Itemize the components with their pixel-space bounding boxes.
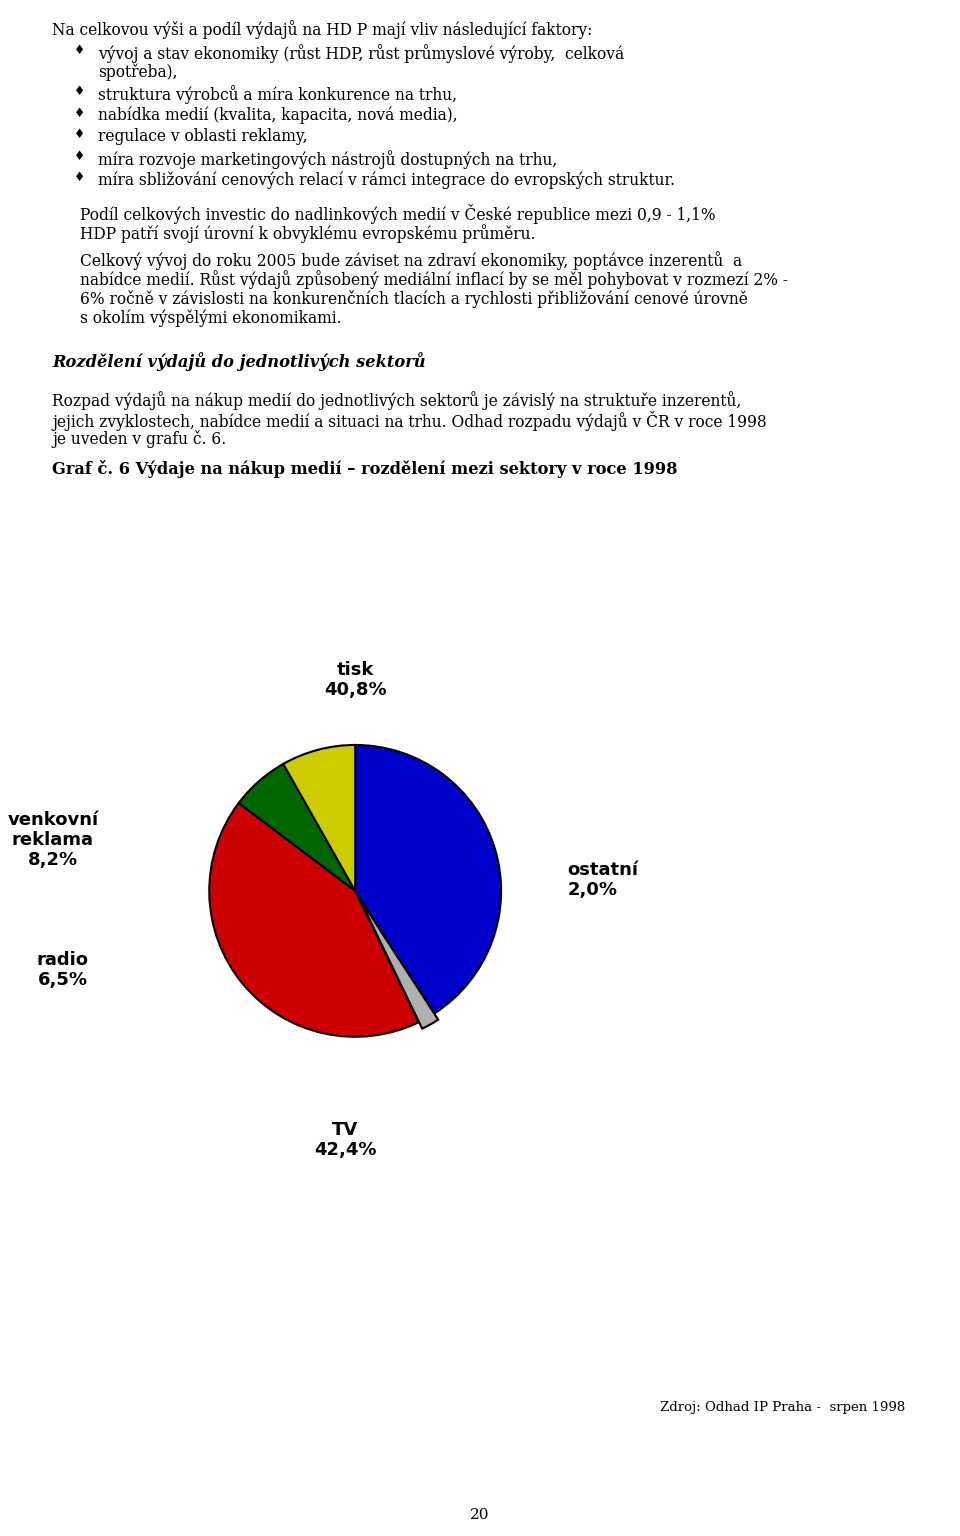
Text: vývoj a stav ekonomiky (růst HDP, růst průmyslové výroby,  celková: vývoj a stav ekonomiky (růst HDP, růst p… xyxy=(98,45,624,63)
Wedge shape xyxy=(359,897,438,1029)
Text: Zdroj: Odhad IP Praha -  srpen 1998: Zdroj: Odhad IP Praha - srpen 1998 xyxy=(660,1401,905,1415)
Text: Podíl celkových investic do nadlinkových medií v České republice mezi 0,9 - 1,1%: Podíl celkových investic do nadlinkových… xyxy=(80,204,715,224)
Text: 42,4%: 42,4% xyxy=(314,1141,376,1160)
Text: je uveden v grafu č. 6.: je uveden v grafu č. 6. xyxy=(52,430,227,449)
Text: ♦: ♦ xyxy=(74,45,85,57)
Text: venkovní: venkovní xyxy=(8,811,98,829)
Wedge shape xyxy=(239,763,355,891)
Text: Celkový vývoj do roku 2005 bude záviset na zdraví ekonomiky, poptávce inzerentů : Celkový vývoj do roku 2005 bude záviset … xyxy=(80,250,742,270)
Wedge shape xyxy=(355,745,501,1014)
Text: ♦: ♦ xyxy=(74,149,85,163)
Text: TV: TV xyxy=(332,1121,358,1138)
Text: míra sbližování cenových relací v rámci integrace do evropských struktur.: míra sbližování cenových relací v rámci … xyxy=(98,170,675,189)
Text: 6,5%: 6,5% xyxy=(37,971,87,989)
Text: ostatní: ostatní xyxy=(567,860,638,879)
Wedge shape xyxy=(283,745,355,891)
Text: jejich zvyklostech, nabídce medií a situaci na trhu. Odhad rozpadu výdajů v ČR v: jejich zvyklostech, nabídce medií a situ… xyxy=(52,412,767,432)
Wedge shape xyxy=(209,803,419,1037)
Text: s okolím výspělými ekonomikami.: s okolím výspělými ekonomikami. xyxy=(80,310,342,327)
Text: nabídce medií. Růst výdajů způsobený mediální inflací by se měl pohybovat v rozm: nabídce medií. Růst výdajů způsobený med… xyxy=(80,270,788,289)
Text: radio: radio xyxy=(36,951,88,969)
Text: Graf č. 6 Výdaje na nákup medií – rozdělení mezi sektory v roce 1998: Graf č. 6 Výdaje na nákup medií – rozděl… xyxy=(52,459,678,478)
Text: reklama: reklama xyxy=(12,831,94,849)
Text: Rozpad výdajů na nákup medií do jednotlivých sektorů je závislý na struktuře inz: Rozpad výdajů na nákup medií do jednotli… xyxy=(52,392,741,410)
Text: ♦: ♦ xyxy=(74,170,85,184)
Text: 2,0%: 2,0% xyxy=(567,880,617,899)
Text: HDP patří svojí úrovní k obvyklému evropskému průměru.: HDP patří svojí úrovní k obvyklému evrop… xyxy=(80,224,536,243)
Text: 6% ročně v závislosti na konkurenčních tlacích a rychlosti přibližování cenové ú: 6% ročně v závislosti na konkurenčních t… xyxy=(80,290,748,309)
Text: struktura výrobců a míra konkurence na trhu,: struktura výrobců a míra konkurence na t… xyxy=(98,86,457,104)
Text: ♦: ♦ xyxy=(74,86,85,98)
Text: nabídka medií (kvalita, kapacita, nová media),: nabídka medií (kvalita, kapacita, nová m… xyxy=(98,108,458,124)
Text: ♦: ♦ xyxy=(74,108,85,120)
Text: míra rozvoje marketingových nástrojů dostupných na trhu,: míra rozvoje marketingových nástrojů dos… xyxy=(98,149,557,169)
Text: tisk: tisk xyxy=(337,660,373,679)
Text: 40,8%: 40,8% xyxy=(324,680,387,699)
Text: Na celkovou výši a podíl výdajů na HD P mají vliv následující faktory:: Na celkovou výši a podíl výdajů na HD P … xyxy=(52,20,592,38)
Text: Rozdělení výdajů do jednotlivých sektorů: Rozdělení výdajů do jednotlivých sektorů xyxy=(52,352,425,372)
Text: 8,2%: 8,2% xyxy=(28,851,78,869)
Text: regulace v oblasti reklamy,: regulace v oblasti reklamy, xyxy=(98,127,307,146)
Text: 20: 20 xyxy=(470,1508,490,1522)
Text: spotřeba),: spotřeba), xyxy=(98,65,178,81)
Text: ♦: ♦ xyxy=(74,127,85,141)
